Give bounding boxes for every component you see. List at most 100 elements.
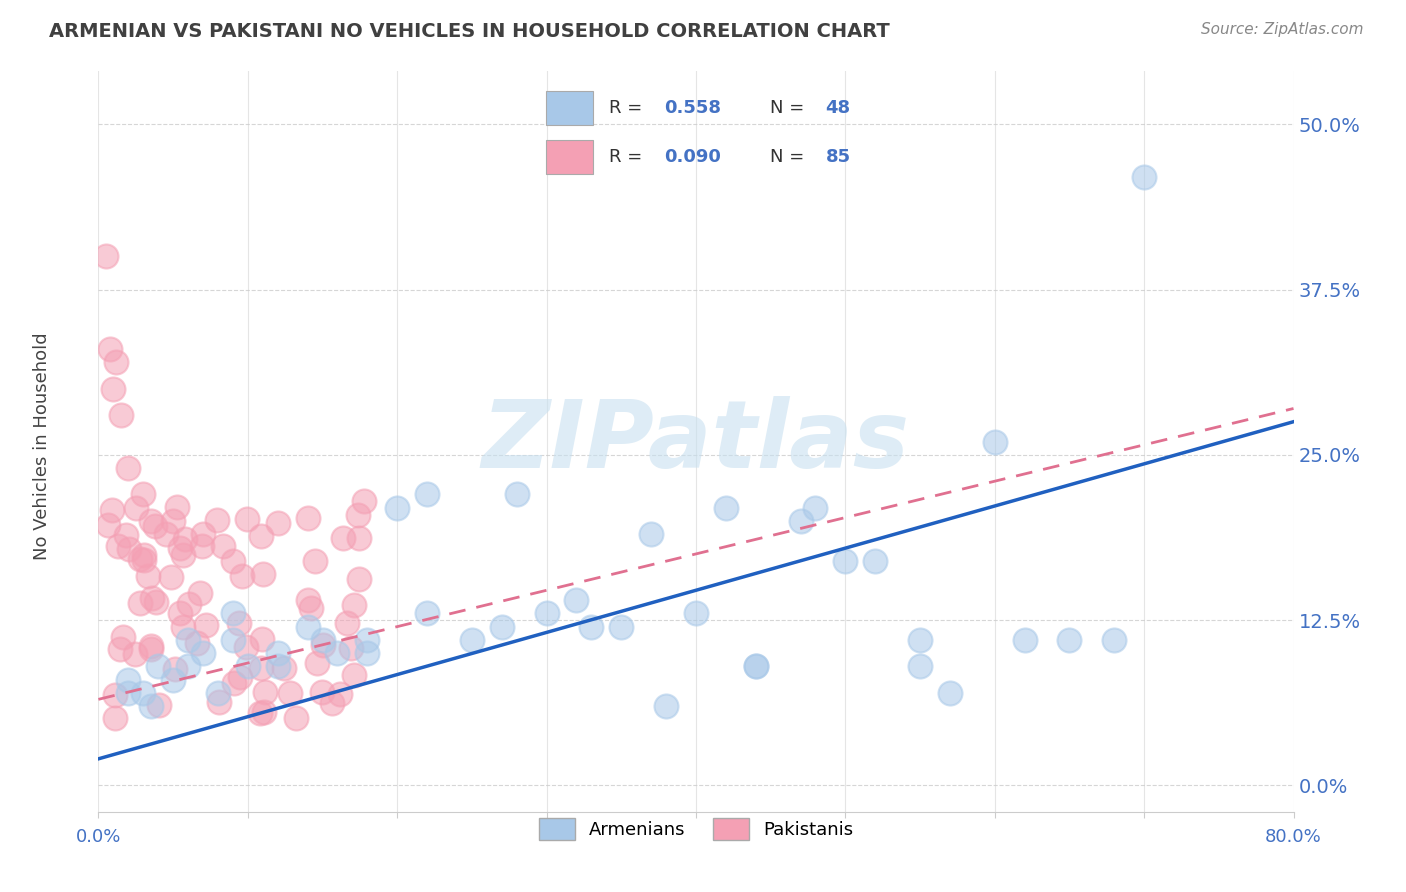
Point [349, 572, 371, 586]
Point [416, 487, 439, 501]
Text: 0.558: 0.558 [664, 99, 721, 117]
Point [908, 659, 931, 673]
Point [194, 618, 217, 632]
Point [536, 607, 558, 621]
Point [297, 593, 319, 607]
Point [169, 606, 191, 620]
Point [111, 631, 134, 645]
Text: N =: N = [770, 148, 810, 166]
Point [174, 532, 197, 546]
Point [148, 659, 170, 673]
Text: ZIPatlas: ZIPatlas [482, 395, 910, 488]
Text: Source: ZipAtlas.com: Source: ZipAtlas.com [1201, 22, 1364, 37]
Point [328, 688, 350, 702]
Point [304, 554, 326, 568]
Point [132, 686, 155, 700]
Point [163, 662, 186, 676]
Point [162, 673, 184, 687]
Point [1014, 632, 1036, 647]
Point [177, 632, 200, 647]
Point [186, 636, 208, 650]
Point [212, 539, 235, 553]
Point [297, 510, 319, 524]
Point [205, 513, 228, 527]
Point [745, 659, 768, 673]
Point [297, 620, 319, 634]
Point [236, 511, 259, 525]
Point [191, 527, 214, 541]
Point [340, 640, 363, 655]
Point [222, 553, 245, 567]
Point [98, 342, 122, 356]
Point [356, 632, 378, 647]
Point [207, 686, 229, 700]
Point [250, 661, 273, 675]
Point [143, 518, 166, 533]
Text: 0.0%: 0.0% [76, 829, 121, 847]
Point [166, 500, 188, 515]
Point [228, 616, 250, 631]
Point [139, 642, 162, 657]
Point [125, 500, 148, 515]
Point [745, 659, 768, 673]
Point [177, 598, 200, 612]
Point [285, 711, 308, 725]
Point [312, 638, 335, 652]
Point [655, 698, 678, 713]
Point [581, 620, 603, 634]
Point [139, 698, 162, 713]
Point [908, 632, 931, 647]
Point [356, 646, 378, 660]
Text: 85: 85 [825, 148, 851, 166]
Point [1133, 170, 1156, 185]
Point [640, 527, 662, 541]
Point [155, 527, 177, 541]
Point [139, 514, 162, 528]
Point [347, 508, 370, 523]
Point [94, 250, 117, 264]
Point [278, 686, 301, 700]
Point [235, 640, 257, 654]
Text: ARMENIAN VS PAKISTANI NO VEHICLES IN HOUSEHOLD CORRELATION CHART: ARMENIAN VS PAKISTANI NO VEHICLES IN HOU… [49, 22, 890, 41]
Point [117, 686, 139, 700]
Point [117, 673, 139, 687]
Point [236, 659, 259, 673]
Point [789, 514, 811, 528]
Point [461, 632, 484, 647]
Point [117, 461, 139, 475]
Point [565, 593, 588, 607]
Point [172, 620, 194, 634]
Point [162, 514, 184, 528]
Point [349, 531, 371, 545]
Point [104, 688, 127, 702]
Point [134, 553, 156, 567]
Point [101, 503, 124, 517]
Point [141, 639, 163, 653]
Point [222, 676, 245, 690]
Point [115, 528, 138, 542]
Point [128, 552, 150, 566]
Point [253, 685, 276, 699]
Point [108, 641, 131, 656]
Point [136, 569, 159, 583]
Point [145, 595, 167, 609]
Point [252, 705, 274, 719]
Point [267, 516, 290, 531]
Point [208, 695, 231, 709]
Bar [546, 91, 593, 125]
Point [222, 607, 245, 621]
Point [252, 566, 274, 581]
Point [104, 710, 127, 724]
Point [229, 670, 252, 684]
Point [191, 646, 214, 660]
Point [191, 539, 214, 553]
Text: No Vehicles in Household: No Vehicles in Household [34, 332, 51, 560]
Point [267, 646, 290, 660]
Point [148, 698, 170, 712]
Point [714, 500, 737, 515]
Point [353, 493, 375, 508]
Text: R =: R = [609, 99, 648, 117]
Point [336, 616, 359, 631]
Point [177, 659, 200, 673]
Point [105, 355, 128, 369]
